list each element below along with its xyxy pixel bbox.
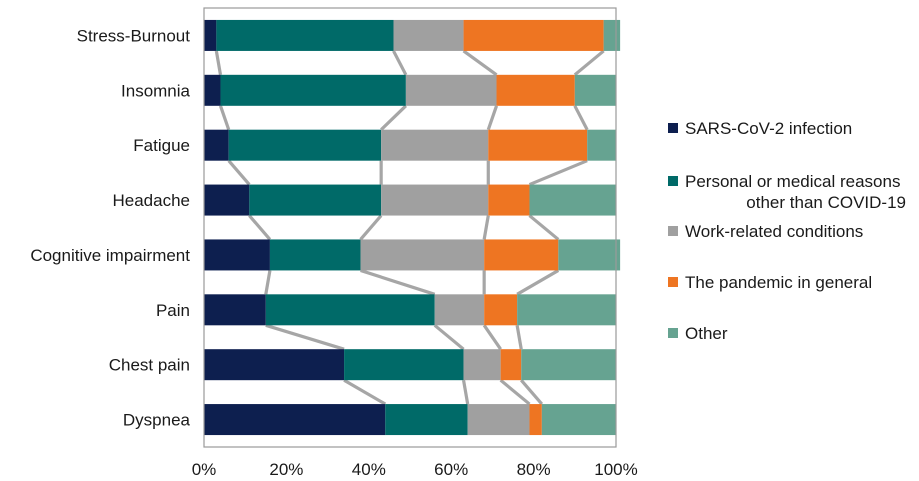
bar-segment [344, 349, 464, 381]
x-tick-label: 60% [434, 460, 468, 479]
legend-swatch [668, 328, 678, 338]
bars-group [204, 19, 621, 436]
connector-line [265, 323, 345, 351]
bar-segment [484, 239, 559, 271]
x-tick-label: 20% [269, 460, 303, 479]
bar-segment [216, 19, 394, 51]
bar-segment [228, 129, 382, 161]
bar-segment [488, 184, 530, 216]
bar-segment [484, 294, 518, 326]
bar-segment [204, 74, 221, 106]
connector-line [482, 215, 490, 240]
category-label: Headache [112, 191, 190, 210]
bar-segment [204, 184, 250, 216]
connector-line [573, 105, 589, 131]
bar-segment [434, 294, 485, 326]
connector-line [516, 269, 560, 296]
bar-segment [204, 404, 386, 436]
bar-segment [488, 129, 588, 161]
legend-label: SARS-CoV-2 infection [685, 119, 852, 138]
bar-segment [529, 184, 616, 216]
category-label: Pain [156, 301, 190, 320]
legend-swatch [668, 123, 678, 133]
legend-swatch [668, 176, 678, 186]
connector-line [486, 105, 499, 131]
connector-line [248, 214, 272, 241]
category-label: Cognitive impairment [30, 246, 190, 265]
connector-line [214, 50, 223, 76]
category-label: Insomnia [121, 81, 191, 100]
connector-line [343, 378, 387, 406]
bar-segment [467, 404, 530, 436]
category-label: Stress-Burnout [77, 26, 191, 45]
category-axis-labels: Stress-Burnout Insomnia Fatigue Headache Cog… [30, 26, 190, 429]
series-connector-lines [214, 49, 605, 406]
plot-area-frame [203, 7, 617, 448]
bar-segment [204, 239, 270, 271]
bar-segment [541, 404, 616, 436]
legend-label: Personal or medical reasons other than CO… [685, 172, 906, 212]
bar-segment [500, 349, 522, 381]
connector-line [499, 378, 531, 406]
legend-label: Work-related conditions [685, 222, 863, 241]
connector-line [392, 50, 408, 76]
bar-segment [381, 129, 489, 161]
x-tick-label: 80% [517, 460, 551, 479]
connector-line [573, 49, 605, 77]
category-label: Chest pain [109, 356, 190, 375]
connector-line [360, 268, 436, 296]
bar-segment [204, 129, 229, 161]
category-label: Dyspnea [123, 411, 191, 430]
bar-segment [385, 404, 468, 436]
bar-segment [265, 294, 435, 326]
bar-segment [603, 19, 621, 51]
bar-segment [381, 184, 489, 216]
bar-segment [204, 349, 345, 381]
connector-line [380, 104, 407, 131]
connector-line [433, 324, 465, 351]
x-tick-label: 100% [594, 460, 637, 479]
connector-line [515, 325, 523, 350]
category-label: Fatigue [133, 136, 190, 155]
bar-segment [393, 19, 464, 51]
legend-swatch [668, 226, 678, 236]
bar-segment [574, 74, 616, 106]
connector-line [528, 159, 588, 187]
connector-line [227, 159, 251, 186]
connector-line [264, 270, 272, 295]
bar-segment [405, 74, 497, 106]
connector-line [520, 379, 544, 406]
value-axis-tick-labels: 0% 20% 40% 60% 80% 100% [192, 460, 638, 479]
x-tick-label: 0% [192, 460, 217, 479]
connector-line [462, 49, 498, 77]
bar-segment [558, 239, 621, 271]
bar-segment [249, 184, 382, 216]
bar-segment [517, 294, 616, 326]
bar-segment [269, 239, 361, 271]
bar-segment [204, 19, 217, 51]
bar-segment [463, 349, 501, 381]
legend-label: The pandemic in general [685, 273, 872, 292]
connector-line [359, 214, 383, 241]
connector-line [482, 324, 502, 351]
bar-segment [220, 74, 406, 106]
bar-segment [360, 239, 485, 271]
connector-line [218, 105, 231, 131]
connector-line [528, 214, 560, 241]
x-tick-label: 40% [352, 460, 386, 479]
connector-line [461, 379, 470, 405]
legend: SARS-CoV-2 infection Personal or medical … [668, 119, 906, 343]
bar-segment [204, 294, 266, 326]
legend-swatch [668, 277, 678, 287]
bar-segment [521, 349, 616, 381]
bar-segment [496, 74, 575, 106]
legend-label: Other [685, 324, 728, 343]
bar-segment [463, 19, 604, 51]
bar-segment [529, 404, 542, 436]
bar-segment [587, 129, 616, 161]
